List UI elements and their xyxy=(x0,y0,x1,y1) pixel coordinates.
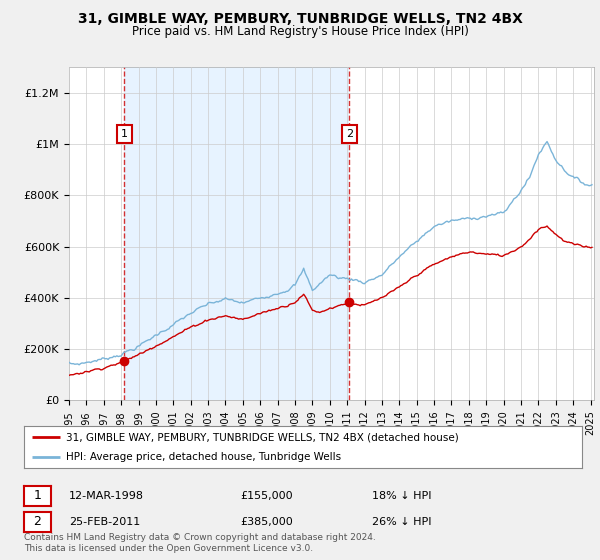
Text: 2: 2 xyxy=(346,129,353,139)
Text: 31, GIMBLE WAY, PEMBURY, TUNBRIDGE WELLS, TN2 4BX (detached house): 31, GIMBLE WAY, PEMBURY, TUNBRIDGE WELLS… xyxy=(66,432,458,442)
Text: 12-MAR-1998: 12-MAR-1998 xyxy=(69,491,144,501)
Text: 25-FEB-2011: 25-FEB-2011 xyxy=(69,517,140,527)
Text: 1: 1 xyxy=(34,489,41,502)
Text: 1: 1 xyxy=(121,129,128,139)
Text: 31, GIMBLE WAY, PEMBURY, TUNBRIDGE WELLS, TN2 4BX: 31, GIMBLE WAY, PEMBURY, TUNBRIDGE WELLS… xyxy=(77,12,523,26)
Text: £385,000: £385,000 xyxy=(240,517,293,527)
Text: 2: 2 xyxy=(34,515,41,529)
Bar xyxy=(124,67,349,400)
Text: HPI: Average price, detached house, Tunbridge Wells: HPI: Average price, detached house, Tunb… xyxy=(66,452,341,462)
Text: Price paid vs. HM Land Registry's House Price Index (HPI): Price paid vs. HM Land Registry's House … xyxy=(131,25,469,38)
Text: £155,000: £155,000 xyxy=(240,491,293,501)
Text: 26% ↓ HPI: 26% ↓ HPI xyxy=(372,517,431,527)
Text: Contains HM Land Registry data © Crown copyright and database right 2024.
This d: Contains HM Land Registry data © Crown c… xyxy=(24,533,376,553)
Text: 18% ↓ HPI: 18% ↓ HPI xyxy=(372,491,431,501)
